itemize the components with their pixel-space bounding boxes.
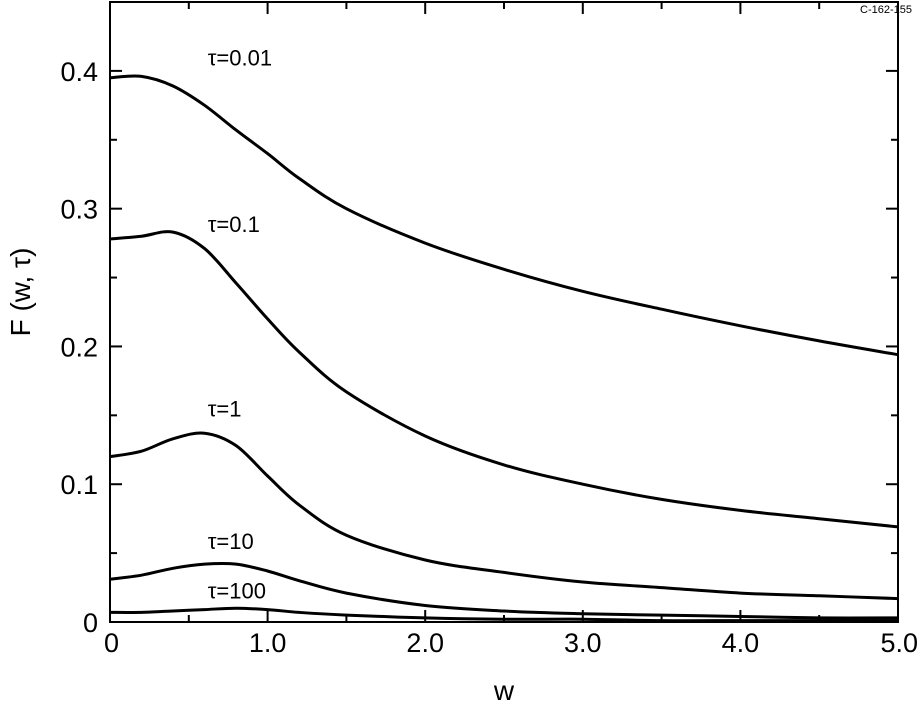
series-labels: τ=0.01 τ=0.1 τ=1 τ=10 τ=100 bbox=[208, 45, 272, 603]
series-line-4 bbox=[109, 606, 898, 623]
y-tick-label: 0.3 bbox=[60, 195, 98, 225]
y-axis-title: F (w, τ) bbox=[5, 248, 36, 337]
y-tick-label: 0.2 bbox=[60, 332, 98, 362]
x-tick-label: 5.0 bbox=[880, 628, 918, 658]
series-curves bbox=[109, 74, 899, 623]
series-label-2: τ=1 bbox=[208, 397, 242, 422]
series-label-4: τ=100 bbox=[208, 579, 266, 604]
series-label-0: τ=0.01 bbox=[208, 45, 272, 70]
y-tick-label: 0 bbox=[83, 608, 98, 638]
x-tick-label: 4.0 bbox=[722, 628, 760, 658]
figure-id: C-162-155 bbox=[860, 4, 912, 16]
x-tick-label: 0 bbox=[104, 628, 119, 658]
y-tick-label: 0.4 bbox=[60, 57, 98, 87]
series-line-1 bbox=[109, 230, 899, 529]
x-tick-label: 1.0 bbox=[249, 628, 287, 658]
x-axis-title: w bbox=[493, 675, 515, 706]
series-label-1: τ=0.1 bbox=[208, 212, 260, 237]
series-label-3: τ=10 bbox=[208, 529, 254, 554]
tick-labels: 0 1.0 2.0 3.0 4.0 5.0 0 0.1 0.2 0.3 0.4 bbox=[60, 57, 918, 658]
series-line-0 bbox=[109, 74, 899, 357]
x-tick-label: 2.0 bbox=[406, 628, 444, 658]
y-tick-label: 0.1 bbox=[60, 470, 98, 500]
x-tick-label: 3.0 bbox=[564, 628, 602, 658]
series-line-3 bbox=[109, 561, 899, 620]
series-line-2 bbox=[109, 431, 899, 601]
